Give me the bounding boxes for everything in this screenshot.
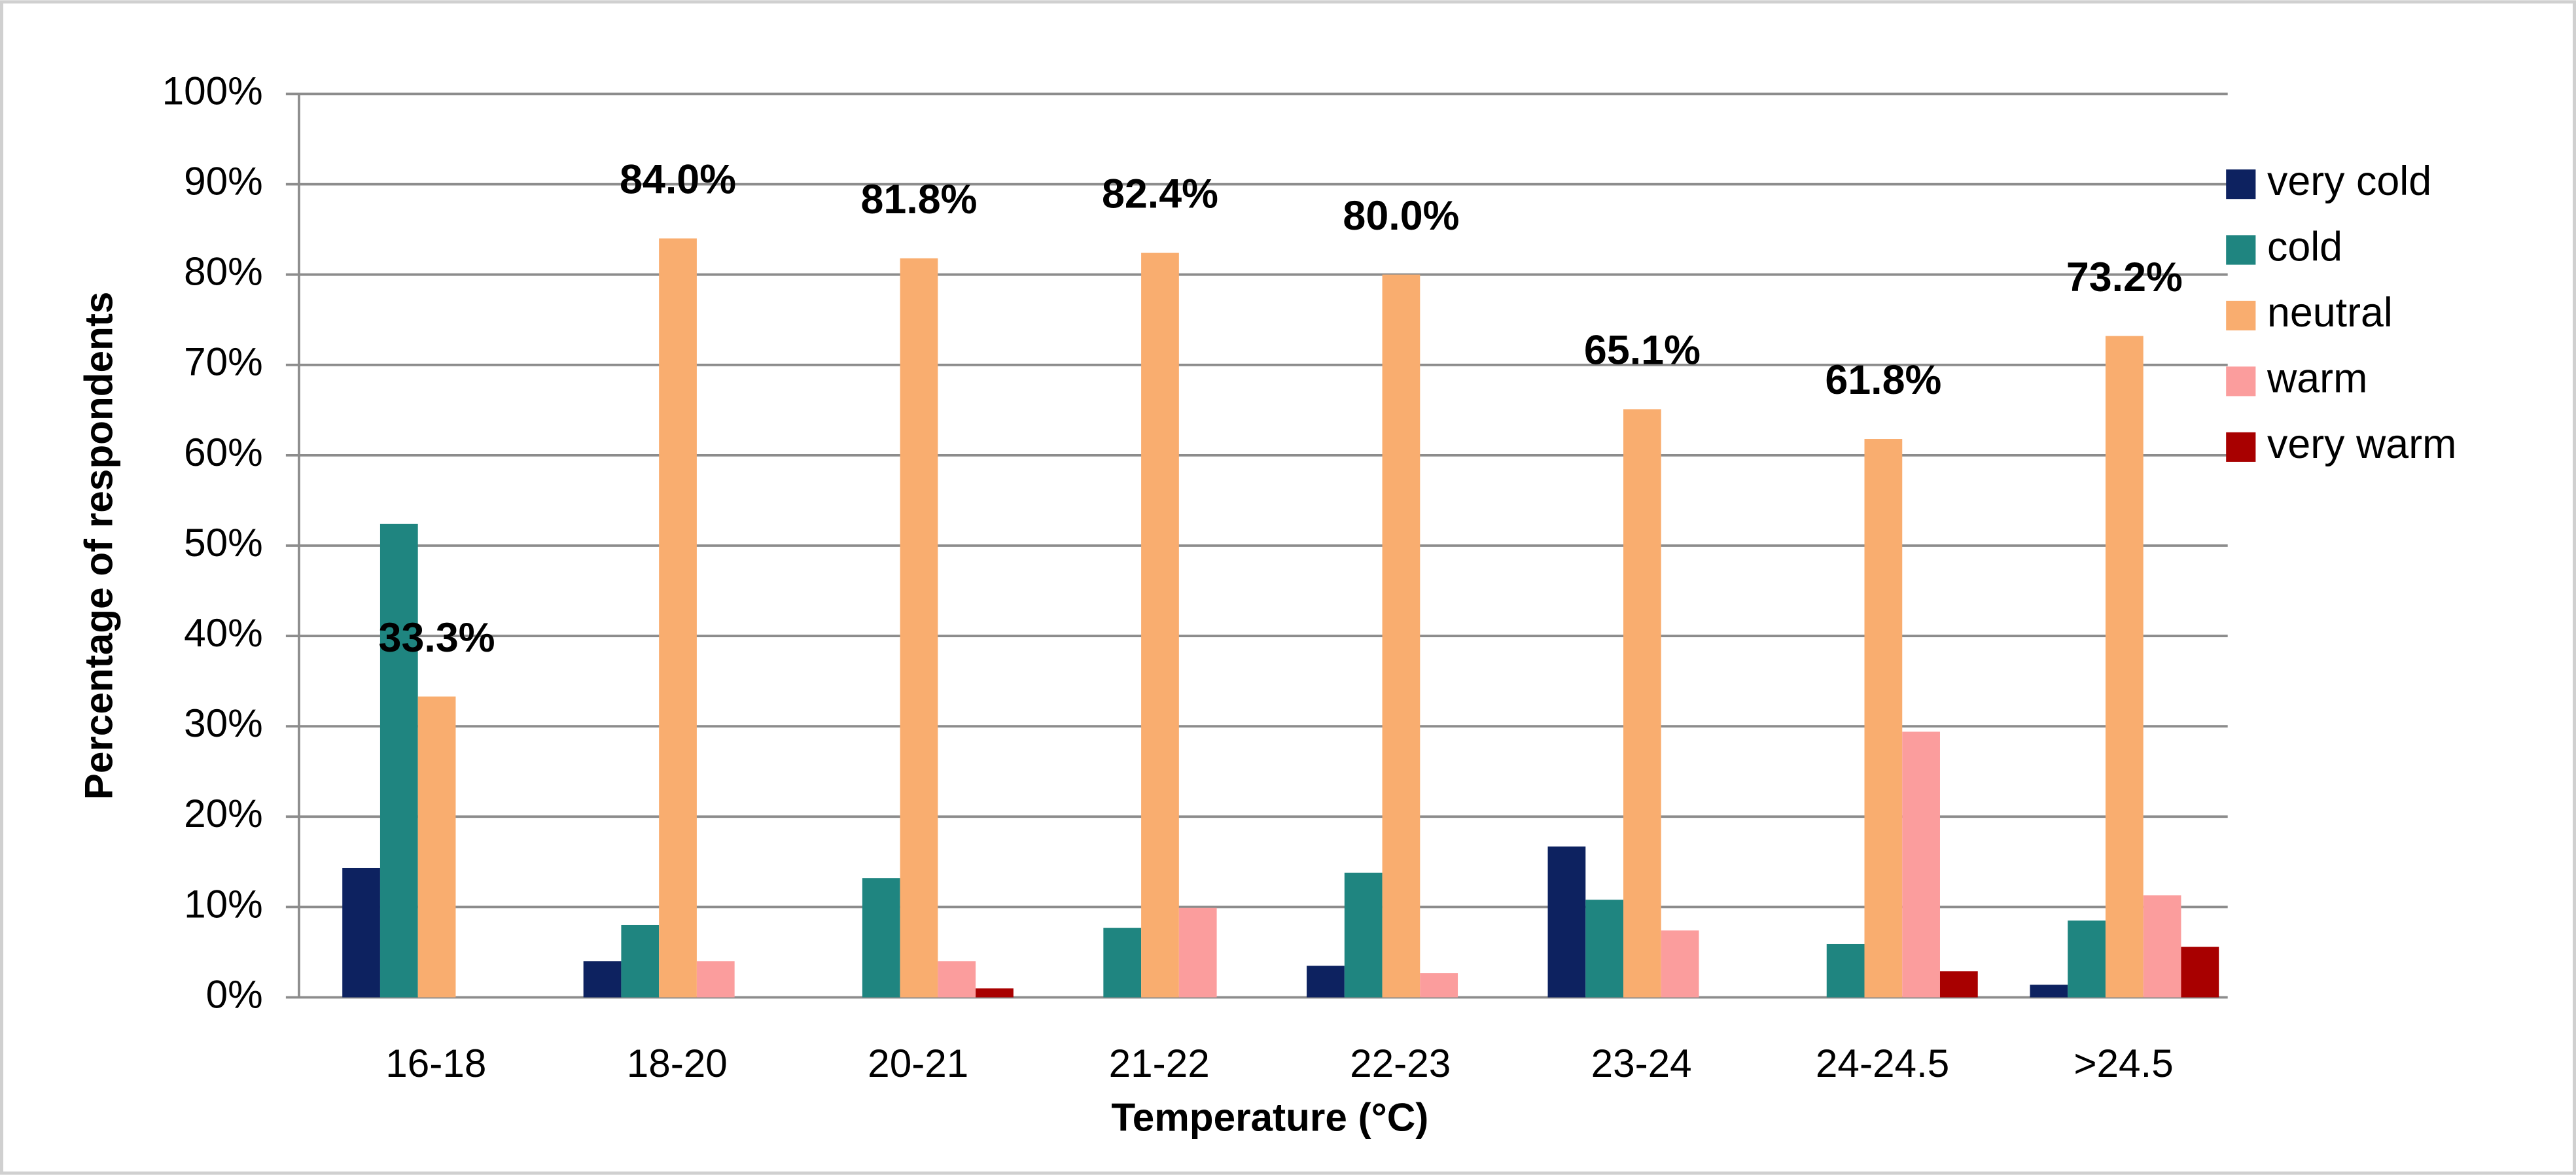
data-label: 84.0% bbox=[620, 157, 736, 203]
x-tick-label: >24.5 bbox=[2073, 1041, 2173, 1085]
y-tick-label: 50% bbox=[184, 520, 263, 565]
bar bbox=[938, 961, 976, 998]
x-tick-label: 24-24.5 bbox=[1816, 1041, 1949, 1085]
data-label: 81.8% bbox=[861, 177, 978, 222]
bar bbox=[2105, 336, 2144, 998]
bar bbox=[2181, 947, 2219, 998]
bar bbox=[1585, 900, 1624, 998]
y-tick-label: 30% bbox=[184, 701, 263, 745]
legend-swatch bbox=[2226, 432, 2256, 462]
legend-label: neutral bbox=[2267, 290, 2393, 336]
y-tick-label: 70% bbox=[184, 340, 263, 384]
y-tick-label: 100% bbox=[162, 68, 263, 113]
y-tick-label: 40% bbox=[184, 610, 263, 655]
bar bbox=[1902, 731, 1940, 998]
legend-label: very warm bbox=[2267, 421, 2456, 467]
bar bbox=[1939, 971, 1978, 998]
bar bbox=[2068, 921, 2106, 998]
bar bbox=[1307, 966, 1345, 998]
legend-swatch bbox=[2226, 235, 2256, 265]
bar bbox=[417, 696, 456, 998]
bar bbox=[900, 258, 938, 998]
x-tick-label: 16-18 bbox=[385, 1041, 486, 1085]
bar bbox=[1623, 409, 1661, 998]
bar bbox=[1344, 872, 1383, 998]
bar bbox=[659, 238, 697, 998]
bar bbox=[583, 961, 622, 998]
y-tick-label: 10% bbox=[184, 881, 263, 926]
y-tick-label: 20% bbox=[184, 791, 263, 835]
data-label: 82.4% bbox=[1102, 171, 1218, 217]
bar bbox=[1382, 274, 1420, 998]
y-axis-title: Percentage of respondents bbox=[77, 292, 121, 800]
data-label: 80.0% bbox=[1343, 193, 1459, 239]
data-label: 61.8% bbox=[1825, 357, 1941, 403]
bar bbox=[1103, 928, 1142, 998]
y-tick-label: 80% bbox=[184, 249, 263, 294]
bar bbox=[1826, 943, 1865, 998]
data-label: 73.2% bbox=[2066, 254, 2183, 300]
bar bbox=[1661, 930, 1699, 998]
legend-label: cold bbox=[2267, 224, 2342, 270]
y-tick-label: 60% bbox=[184, 430, 263, 474]
legend-swatch bbox=[2226, 169, 2256, 200]
bar bbox=[1547, 846, 1586, 998]
y-tick-label: 0% bbox=[206, 972, 263, 1016]
legend-label: warm bbox=[2267, 355, 2367, 401]
bar bbox=[1141, 253, 1179, 998]
bar bbox=[342, 868, 380, 998]
x-tick-label: 21-22 bbox=[1109, 1041, 1210, 1085]
bar bbox=[696, 961, 735, 998]
x-tick-label: 18-20 bbox=[627, 1041, 728, 1085]
bar bbox=[2030, 985, 2068, 998]
x-tick-label: 20-21 bbox=[868, 1041, 968, 1085]
y-tick-label: 90% bbox=[184, 159, 263, 203]
bar bbox=[2143, 895, 2181, 998]
x-axis-title: Temperature (°C) bbox=[1111, 1095, 1428, 1140]
data-label: 65.1% bbox=[1584, 328, 1701, 374]
x-tick-label: 22-23 bbox=[1350, 1041, 1451, 1085]
legend-swatch bbox=[2226, 366, 2256, 396]
bar bbox=[379, 523, 418, 998]
data-label: 33.3% bbox=[379, 615, 495, 661]
bar bbox=[1864, 439, 1903, 998]
bar bbox=[621, 924, 660, 998]
bar bbox=[976, 988, 1014, 998]
legend-swatch bbox=[2226, 300, 2256, 331]
bar bbox=[862, 878, 900, 998]
legend-label: very cold bbox=[2267, 158, 2431, 204]
bar bbox=[1178, 907, 1217, 998]
bar bbox=[1420, 973, 1458, 998]
x-tick-label: 23-24 bbox=[1591, 1041, 1692, 1085]
